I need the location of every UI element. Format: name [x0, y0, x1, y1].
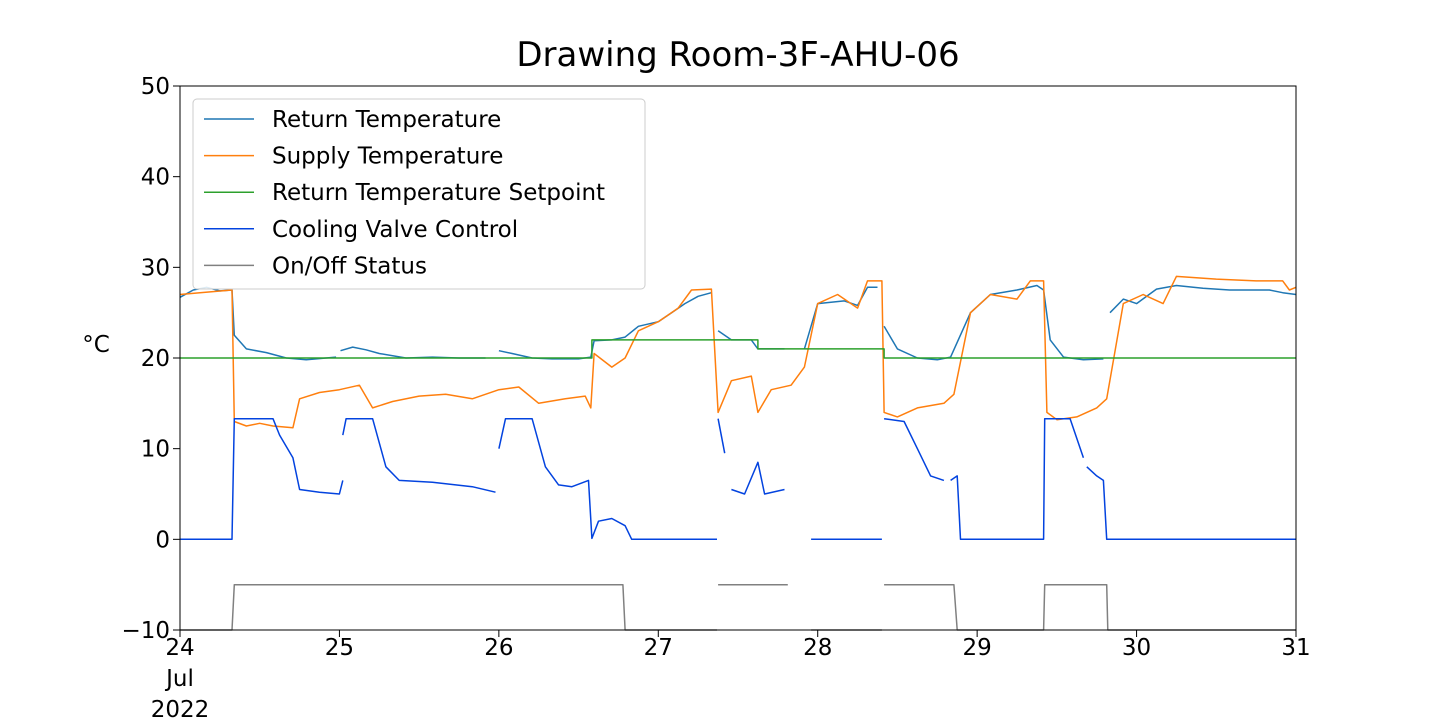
legend-label: Supply Temperature — [272, 144, 503, 170]
y-tick-label: −10 — [121, 618, 170, 644]
y-axis-ticks: −10 0 10 20 30 40 50 — [121, 74, 180, 644]
y-axis-label: °C — [82, 332, 110, 358]
y-tick-label: 30 — [141, 255, 170, 281]
chart-title: Drawing Room-3F-AHU-06 — [516, 35, 959, 75]
legend-label: Return Temperature Setpoint — [272, 180, 605, 206]
y-tick-label: 20 — [141, 346, 170, 372]
series-line-3-2 — [498, 417, 717, 541]
x-tick-label: 25 — [325, 635, 354, 661]
series-line-0-6 — [1109, 284, 1297, 314]
x-tick-label: 29 — [963, 635, 992, 661]
series-line-3-1 — [342, 417, 496, 493]
legend-label: Cooling Valve Control — [272, 217, 518, 243]
series-line-0-1 — [340, 346, 486, 359]
series-4 — [180, 583, 1296, 631]
series-line-1-0 — [179, 275, 1297, 429]
series-line-4-3 — [884, 583, 1296, 631]
x-tick-label: 28 — [803, 635, 832, 661]
y-tick-label: 10 — [141, 437, 170, 463]
series-3 — [180, 417, 1296, 541]
series-line-3-8 — [1086, 466, 1296, 541]
y-tick-label: 50 — [141, 74, 170, 100]
series-line-4-0 — [180, 583, 717, 631]
series-2 — [180, 339, 1296, 359]
legend-box — [192, 98, 646, 290]
y-tick-label: 0 — [155, 527, 170, 553]
series-line-3-3 — [717, 418, 726, 454]
series-line-3-6 — [883, 417, 945, 482]
series-line-3-4 — [731, 461, 785, 495]
x-tick-label: 27 — [644, 635, 673, 661]
legend-label: Return Temperature — [272, 107, 501, 133]
x-axis-ticks: 24 Jul 2022 25 26 27 28 29 30 31 — [151, 630, 1311, 720]
x-tick-label: 30 — [1122, 635, 1151, 661]
series-layer — [179, 275, 1297, 631]
series-0 — [179, 284, 1297, 361]
x-tick-label: 26 — [484, 635, 513, 661]
series-line-0-0 — [179, 286, 337, 361]
x-tick-label: Jul — [164, 666, 194, 692]
series-line-2-0 — [180, 339, 1296, 359]
series-line-0-5 — [883, 284, 1104, 361]
y-tick-label: 40 — [141, 165, 170, 191]
x-tick-label: 31 — [1281, 635, 1310, 661]
series-1 — [179, 275, 1297, 429]
series-line-3-0 — [180, 417, 344, 541]
series-line-0-2 — [498, 291, 712, 360]
legend-label: On/Off Status — [272, 253, 427, 279]
x-tick-label: 2022 — [151, 697, 210, 720]
legend: Return Temperature Supply Temperature Retu… — [192, 98, 646, 290]
x-tick-label: 24 — [165, 635, 194, 661]
series-line-3-7 — [950, 417, 1085, 541]
